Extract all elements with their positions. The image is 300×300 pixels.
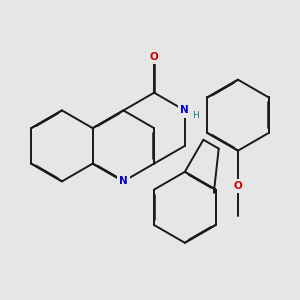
Text: O: O xyxy=(234,181,242,191)
Text: O: O xyxy=(150,52,158,62)
Text: N: N xyxy=(180,105,189,116)
Text: H: H xyxy=(192,111,199,120)
Text: N: N xyxy=(119,176,128,186)
